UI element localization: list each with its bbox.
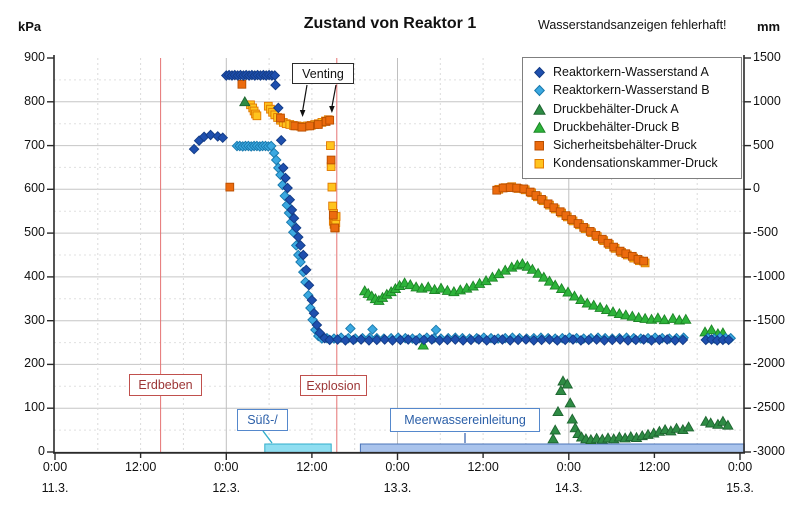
axes <box>47 55 751 460</box>
legend-item-dbA: Druckbehälter-Druck A <box>533 102 735 117</box>
series-rkwA <box>188 69 734 346</box>
series-dbB <box>358 257 729 350</box>
venting-arrows <box>299 84 337 117</box>
legend-label: Druckbehälter-Druck B <box>553 119 680 134</box>
y-left-axis-unit: kPa <box>18 19 42 34</box>
square-marker-icon <box>534 159 544 169</box>
legend-label: Reaktorkern-Wasserstand B <box>553 83 710 98</box>
fault-warning-note: Wasserstandsanzeigen fehlerhaft! <box>538 18 727 32</box>
series-shb <box>225 79 649 266</box>
legend-item-rkwA: Reaktorkern-Wasserstand A <box>533 65 735 80</box>
suesswasser-connector <box>262 430 273 444</box>
series-dbA <box>239 95 734 445</box>
annotation-meerwassereinleitung: Meerwassereinleitung <box>390 408 540 432</box>
y-right-axis-unit: mm <box>757 19 781 34</box>
legend-item-shb: Sicherheitsbehälter-Druck <box>533 138 735 153</box>
annotation-explosion: Explosion <box>300 375 367 396</box>
annotation-erdbeben: Erdbeben <box>129 374 202 396</box>
injection-bar-0 <box>264 443 332 453</box>
legend-label: Sicherheitsbehälter-Druck <box>553 138 697 152</box>
legend-item-dbB: Druckbehälter-Druck B <box>533 120 735 135</box>
page-title: Zustand von Reaktor 1 <box>303 15 477 32</box>
triangle-marker-icon <box>533 103 546 115</box>
legend-label: Kondensationskammer-Druck <box>553 156 718 171</box>
square-marker-icon <box>534 141 544 151</box>
triangle-marker-icon <box>533 121 546 133</box>
legend: Reaktorkern-Wasserstand A Reaktorkern-Was… <box>522 57 742 179</box>
annotation-suesswasser: Süß-/ <box>237 409 288 431</box>
legend-item-rkwB: Reaktorkern-Wasserstand B <box>533 83 735 98</box>
diamond-marker-icon <box>534 85 545 97</box>
legend-item-kk: Kondensationskammer-Druck <box>533 156 735 171</box>
annotation-venting: Venting <box>292 63 354 84</box>
diamond-marker-icon <box>534 66 545 79</box>
legend-label: Reaktorkern-Wasserstand A <box>553 65 709 79</box>
injection-bar-1 <box>359 443 745 453</box>
legend-label: Druckbehälter-Druck A <box>553 101 679 116</box>
